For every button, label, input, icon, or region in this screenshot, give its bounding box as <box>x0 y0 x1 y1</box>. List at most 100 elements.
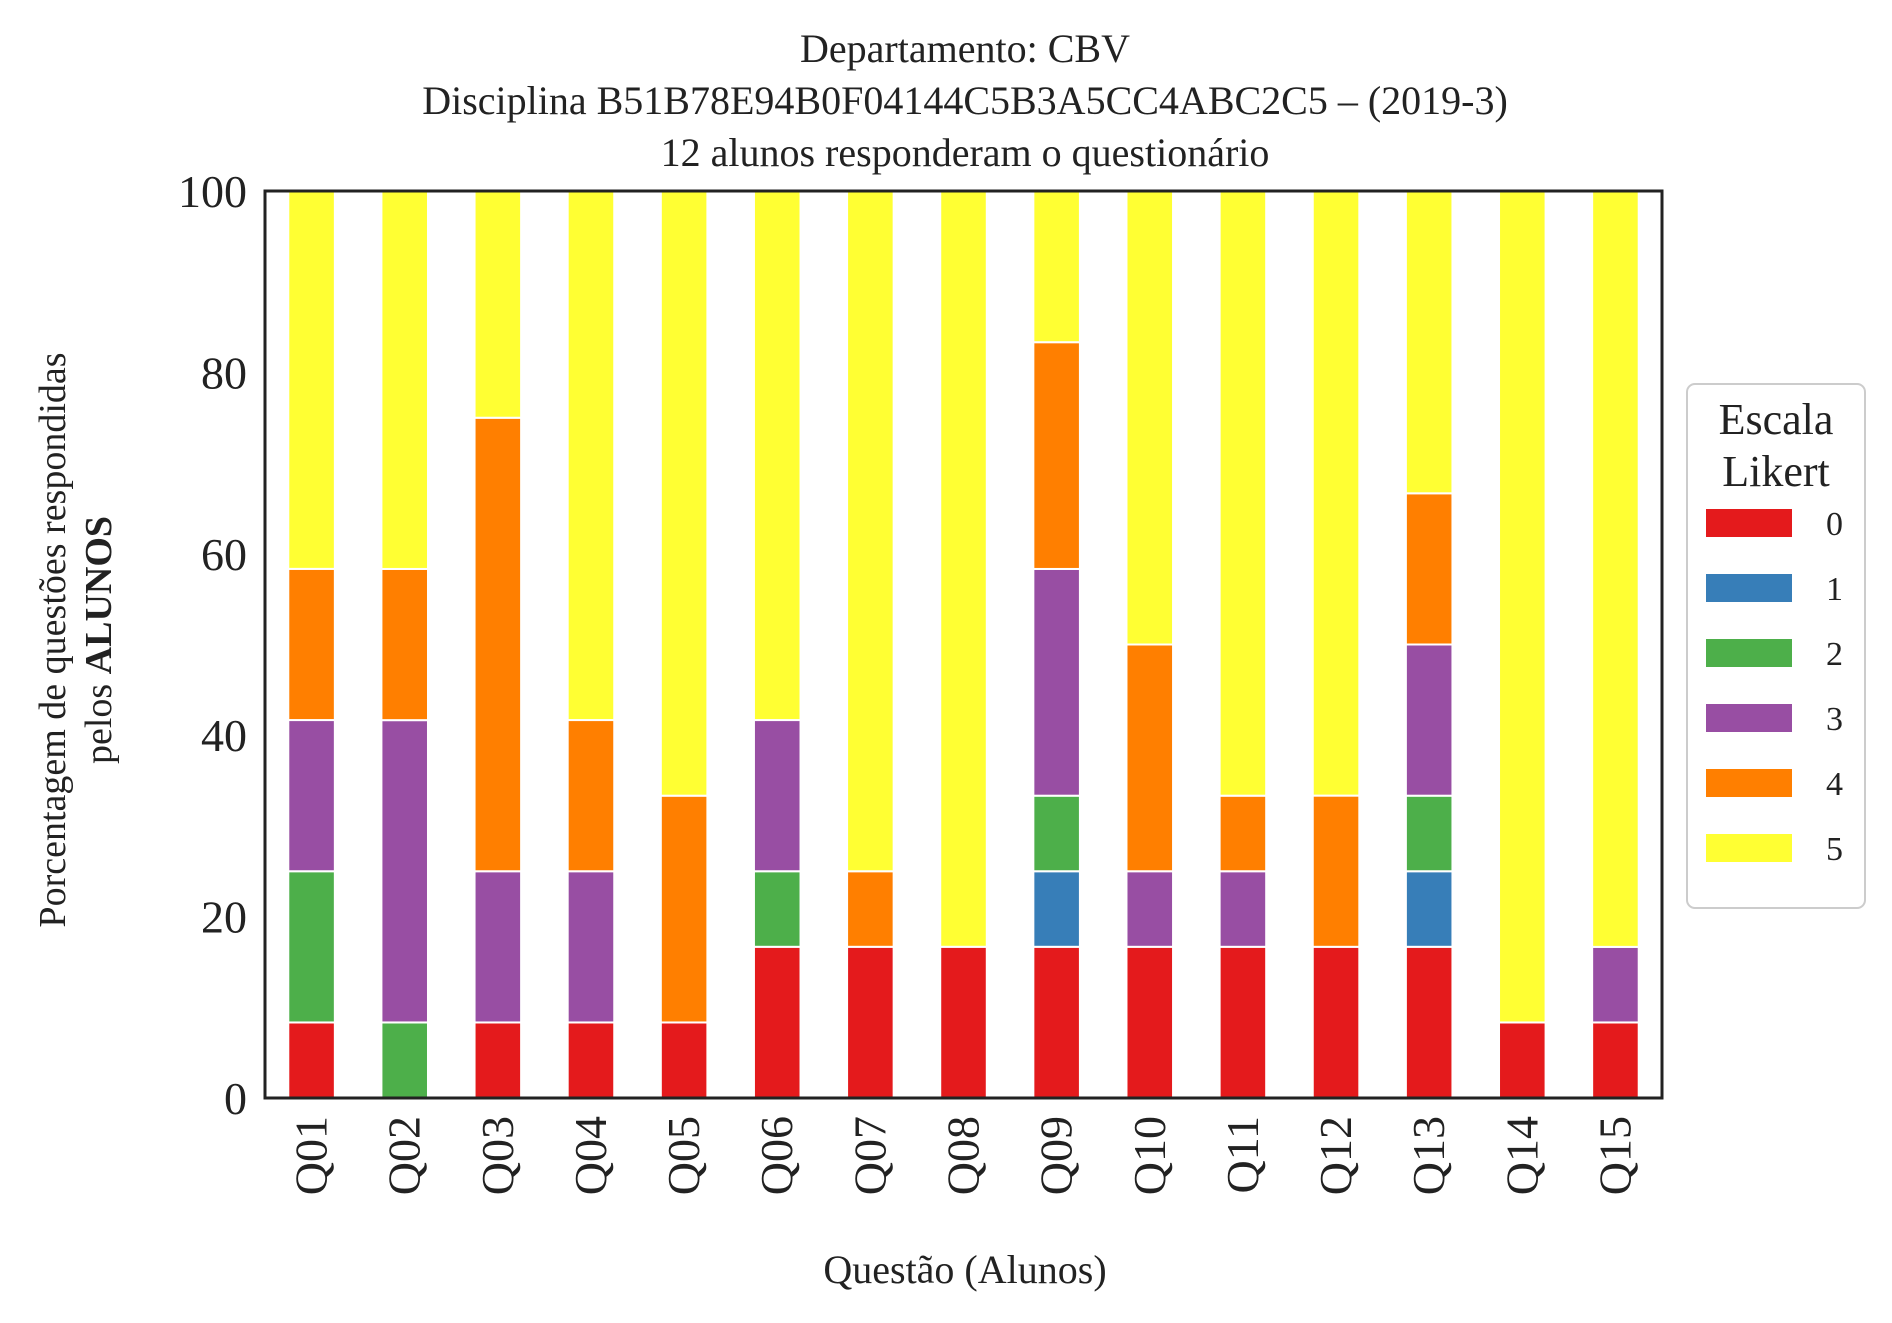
bar-segment-q04-likert-3 <box>566 870 616 1024</box>
x-tick-label: Q02 <box>379 1116 430 1195</box>
legend: Escala Likert 0 1 2 3 4 5 <box>1686 383 1866 909</box>
x-tick-label: Q07 <box>844 1116 895 1195</box>
y-tick-label: 20 <box>201 892 247 943</box>
x-tick-label: Q06 <box>751 1116 802 1195</box>
chart-title-line-3: 12 alunos responderam o questionário <box>661 130 1270 175</box>
x-tick-label: Q05 <box>658 1116 709 1195</box>
legend-label-5: 5 <box>1826 831 1843 868</box>
x-tick-label: Q10 <box>1124 1116 1175 1195</box>
bar-segment-q04-likert-4 <box>566 719 616 873</box>
bar-segment-q05-likert-4 <box>659 794 709 1024</box>
y-axis-label-prefix: pelos <box>78 674 120 764</box>
bar-segment-q12-likert-0 <box>1311 945 1361 1099</box>
bar-segment-q09-likert-1 <box>1032 870 1081 948</box>
bar-segment-q06-likert-3 <box>752 719 802 873</box>
x-tick-label: Q11 <box>1217 1116 1268 1194</box>
x-tick-label: Q13 <box>1403 1116 1454 1195</box>
bar-segment-q09-likert-0 <box>1032 945 1081 1099</box>
bar-segment-q10-likert-4 <box>1125 643 1175 873</box>
bar-segment-q07-likert-4 <box>846 870 895 948</box>
y-axis-label-bold: ALUNOS <box>78 516 120 674</box>
y-tick-label: 80 <box>201 347 247 398</box>
bar-segment-q10-likert-0 <box>1125 945 1175 1099</box>
bar-segment-q03-likert-5 <box>473 190 523 419</box>
bar-segment-q10-likert-5 <box>1125 190 1175 646</box>
bar-segment-q01-likert-4 <box>287 567 336 722</box>
bar-segment-q02-likert-3 <box>380 719 429 1024</box>
x-axis-ticks: Q01 Q02 Q03 Q04 Q05 Q06 Q07 Q08 Q09 Q10 Q11 Q12 Q13 Q… <box>286 1116 1641 1195</box>
legend-label-2: 2 <box>1826 636 1843 673</box>
bar-segment-q01-likert-3 <box>287 719 336 873</box>
y-tick-label: 0 <box>224 1073 247 1124</box>
bar-segment-q14-likert-5 <box>1498 190 1547 1024</box>
bar-segment-q14-likert-0 <box>1498 1021 1547 1100</box>
bar-segment-q09-likert-5 <box>1032 190 1081 344</box>
bar-segment-q13-likert-2 <box>1404 794 1454 873</box>
chart-title: Departamento: CBV Disciplina B51B78E94B0… <box>422 26 1508 175</box>
y-axis-label: Porcentagem de questões respondidas pelo… <box>32 352 120 927</box>
bar-segment-q06-likert-2 <box>752 870 802 948</box>
bar-segment-q05-likert-0 <box>659 1021 709 1100</box>
legend-swatch-5 <box>1706 834 1792 862</box>
bar-segment-q04-likert-0 <box>566 1021 616 1100</box>
bar-segment-q13-likert-1 <box>1404 870 1454 948</box>
bar-segment-q11-likert-5 <box>1218 190 1268 797</box>
bar-segment-q15-likert-0 <box>1591 1021 1640 1100</box>
bar-segment-q03-likert-4 <box>473 416 523 873</box>
bar-segment-q01-likert-2 <box>287 870 336 1024</box>
bar-segment-q06-likert-0 <box>752 945 802 1099</box>
chart-title-line-1: Departamento: CBV <box>800 26 1130 71</box>
y-tick-label: 60 <box>201 529 247 580</box>
bar-segment-q02-likert-4 <box>380 567 429 722</box>
bar-segment-q13-likert-3 <box>1404 643 1454 797</box>
bar-segment-q03-likert-3 <box>473 870 523 1024</box>
bar-segment-q13-likert-4 <box>1404 492 1454 646</box>
x-tick-label: Q09 <box>1031 1116 1082 1195</box>
bar-segment-q08-likert-5 <box>939 190 988 948</box>
bar-segment-q12-likert-4 <box>1311 794 1361 948</box>
x-tick-label: Q15 <box>1589 1116 1640 1195</box>
legend-label-1: 1 <box>1826 571 1843 608</box>
legend-label-0: 0 <box>1826 506 1843 543</box>
x-tick-label: Q14 <box>1496 1116 1547 1195</box>
bar-segment-q11-likert-3 <box>1218 870 1268 948</box>
bar-segment-q12-likert-5 <box>1311 189 1361 797</box>
bar-segment-q15-likert-3 <box>1591 945 1640 1024</box>
y-tick-label: 40 <box>201 710 247 761</box>
legend-swatch-4 <box>1706 769 1792 797</box>
bar-segment-q13-likert-5 <box>1404 190 1454 495</box>
legend-swatch-1 <box>1706 574 1792 602</box>
bar-segment-q09-likert-4 <box>1032 341 1081 570</box>
bar-segment-q08-likert-0 <box>939 945 988 1099</box>
bar-segment-q01-likert-0 <box>287 1021 336 1100</box>
x-tick-label: Q12 <box>1310 1116 1361 1195</box>
bar-segment-q05-likert-5 <box>659 190 709 797</box>
y-axis-label-line-2: pelos ALUNOS <box>78 516 120 764</box>
bar-segment-q01-likert-5 <box>287 189 336 570</box>
x-tick-label: Q01 <box>286 1116 337 1195</box>
x-tick-label: Q03 <box>472 1116 523 1195</box>
legend-title-line-2: Likert <box>1722 447 1830 496</box>
y-axis-ticks: 0 20 40 60 80 100 <box>178 166 247 1124</box>
x-tick-label: Q04 <box>565 1116 616 1195</box>
bar-segment-q02-likert-2 <box>380 1021 429 1100</box>
bar-segment-q02-likert-5 <box>380 190 429 570</box>
plot-frame <box>263 189 1664 1100</box>
legend-swatch-0 <box>1706 509 1792 537</box>
bar-segment-q07-likert-5 <box>846 190 895 873</box>
bar-segment-q10-likert-3 <box>1125 870 1175 948</box>
legend-label-3: 3 <box>1826 701 1843 738</box>
legend-swatch-3 <box>1706 704 1792 732</box>
bars-layer <box>287 189 1640 1100</box>
bar-segment-q03-likert-0 <box>473 1021 523 1100</box>
legend-items: 0 1 2 3 4 5 <box>1706 506 1843 868</box>
y-axis-label-line-1: Porcentagem de questões respondidas <box>32 352 74 927</box>
legend-label-4: 4 <box>1826 766 1843 803</box>
y-tick-label: 100 <box>178 166 247 217</box>
bar-segment-q11-likert-0 <box>1218 945 1268 1099</box>
bar-segment-q11-likert-4 <box>1218 794 1268 873</box>
x-tick-label: Q08 <box>938 1116 989 1195</box>
x-axis-label: Questão (Alunos) <box>823 1247 1106 1292</box>
chart-title-line-2: Disciplina B51B78E94B0F04144C5B3A5CC4ABC… <box>422 78 1508 123</box>
